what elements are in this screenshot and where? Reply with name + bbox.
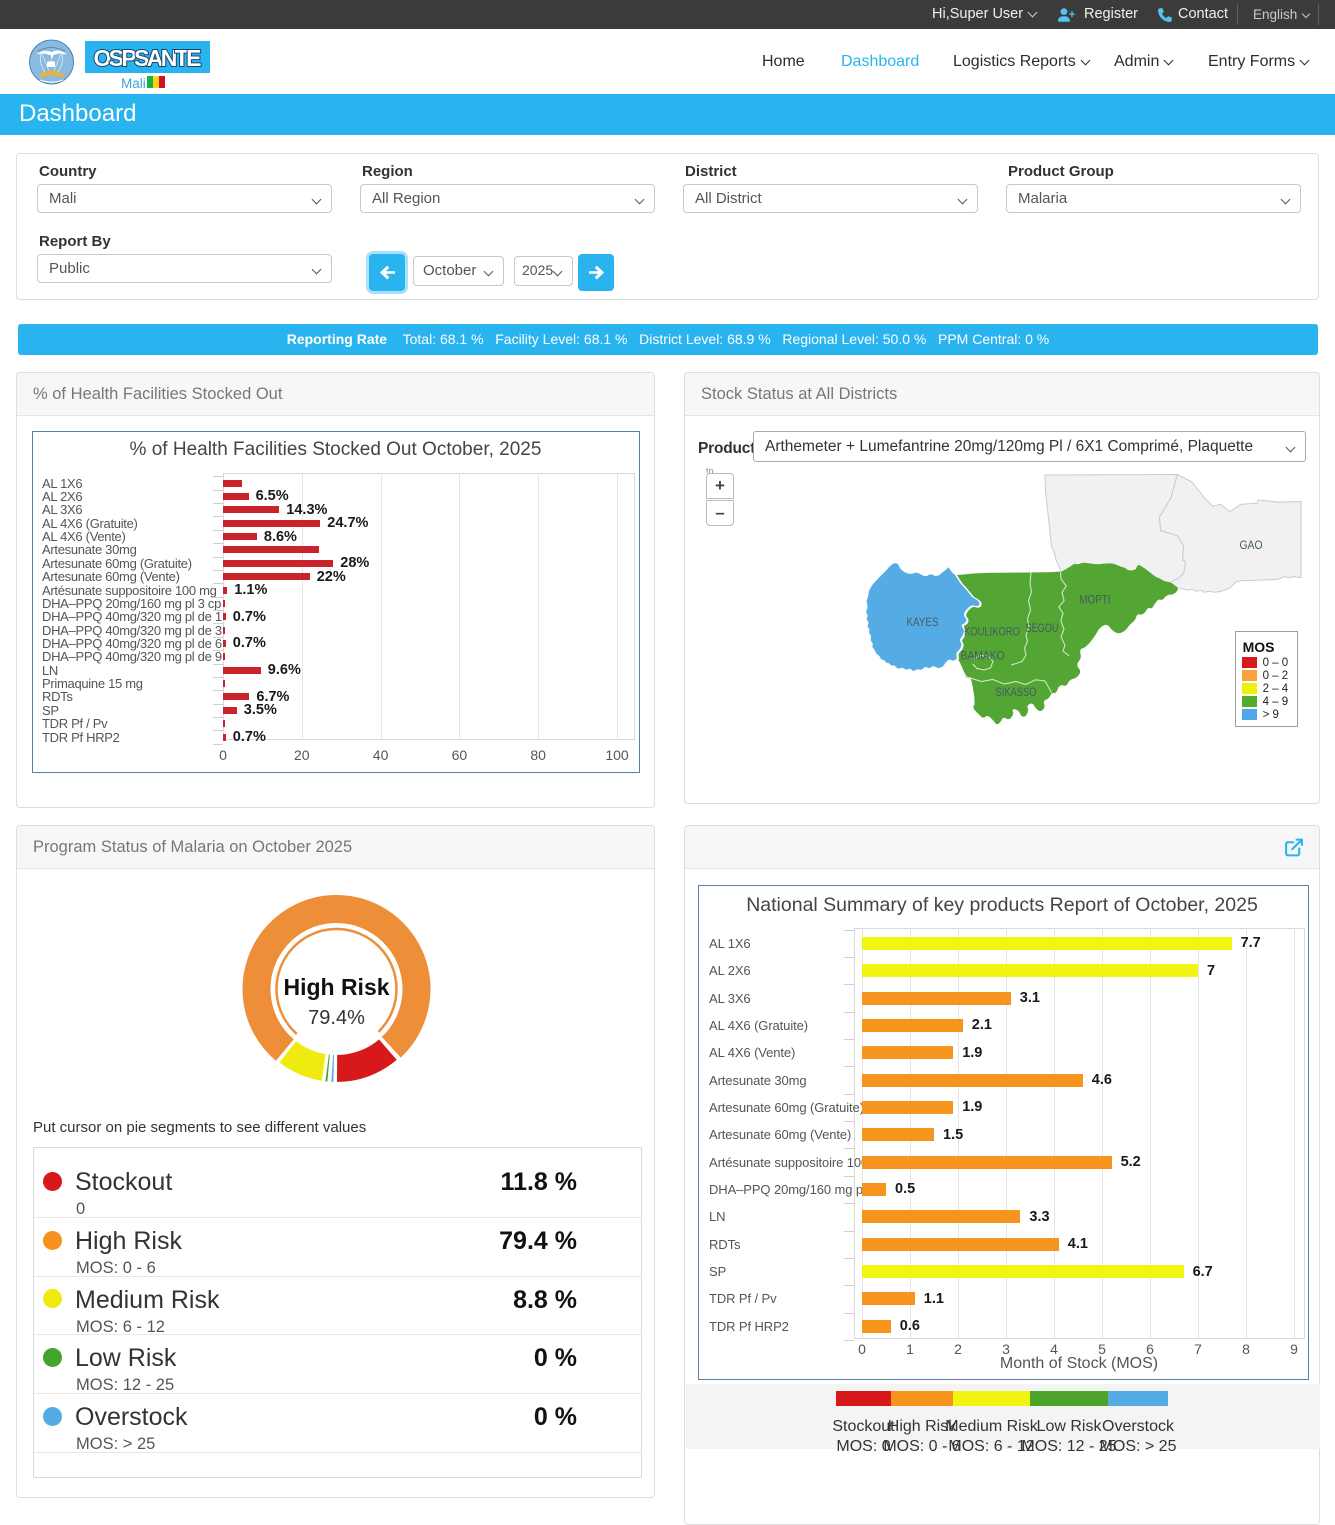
svg-text:BAMAKO: BAMAKO bbox=[961, 651, 1005, 663]
svg-text:SEGOU: SEGOU bbox=[1026, 623, 1059, 635]
svg-text:GAO: GAO bbox=[1240, 540, 1263, 552]
svg-text:MOPTI: MOPTI bbox=[1080, 595, 1111, 607]
svg-text:OSPSANTE: OSPSANTE bbox=[94, 45, 202, 71]
svg-text:KOULIKORO: KOULIKORO bbox=[964, 627, 1020, 639]
svg-text:KAYES: KAYES bbox=[907, 617, 939, 629]
svg-text:SIKASSO: SIKASSO bbox=[996, 687, 1037, 699]
